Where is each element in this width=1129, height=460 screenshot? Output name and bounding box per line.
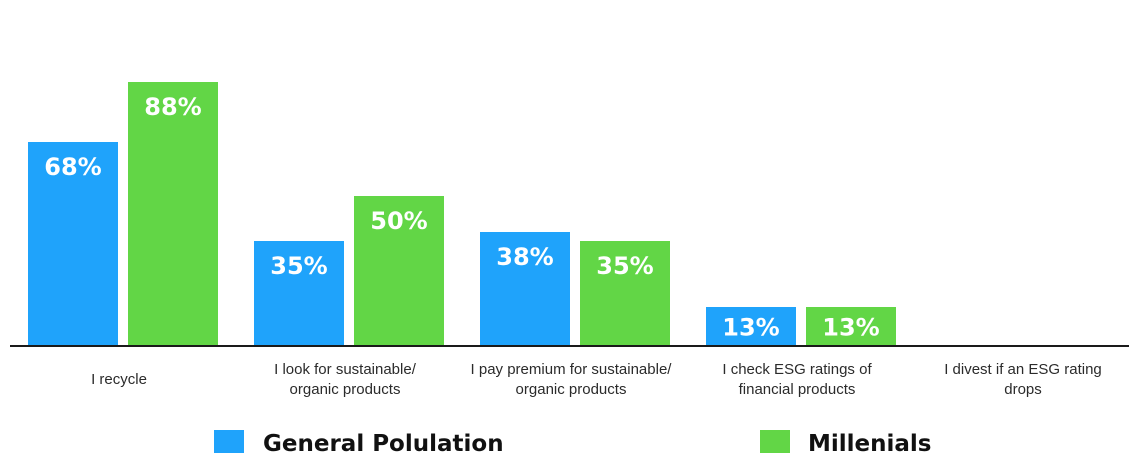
bar-millenials-0 bbox=[128, 82, 218, 346]
bar-value-label: 35% bbox=[596, 252, 653, 280]
category-label: I pay premium for sustainable/ bbox=[471, 361, 673, 378]
category-label: I recycle bbox=[91, 371, 147, 388]
bar-general-population-1 bbox=[254, 241, 344, 346]
category-label: drops bbox=[1004, 381, 1042, 398]
bar-general-population-0 bbox=[28, 142, 118, 346]
legend-label-millenials: Millenials bbox=[808, 431, 932, 457]
bar-value-label: 35% bbox=[270, 252, 327, 280]
category-label: organic products bbox=[290, 381, 401, 398]
bar-labels-group: 68% 35% 38% 13% 88% 50% 35% 13% bbox=[44, 93, 879, 342]
legend-label-general-population: General Polulation bbox=[263, 431, 504, 457]
bar-value-label: 13% bbox=[722, 314, 779, 342]
bars-group bbox=[28, 82, 896, 346]
bar-general-population-2 bbox=[480, 232, 570, 346]
legend-swatch-general-population bbox=[214, 430, 244, 453]
category-label: I divest if an ESG rating bbox=[944, 361, 1102, 378]
bar-value-label: 88% bbox=[144, 93, 201, 121]
bar-value-label: 50% bbox=[370, 207, 427, 235]
category-label: I look for sustainable/ bbox=[274, 361, 417, 378]
bar-value-label: 68% bbox=[44, 153, 101, 181]
bar-value-label: 38% bbox=[496, 243, 553, 271]
legend: General Polulation Millenials bbox=[214, 430, 932, 457]
category-label: financial products bbox=[739, 381, 856, 398]
bar-value-label: 13% bbox=[822, 314, 879, 342]
bar-millenials-1 bbox=[354, 196, 444, 346]
category-label: I check ESG ratings of bbox=[722, 361, 872, 378]
bar-millenials-2 bbox=[580, 241, 670, 346]
legend-swatch-millenials bbox=[760, 430, 790, 453]
bar-millenials-3 bbox=[806, 307, 896, 346]
bar-general-population-3 bbox=[706, 307, 796, 346]
category-label: organic products bbox=[516, 381, 627, 398]
category-labels-group: I recycle I look for sustainable/organic … bbox=[91, 361, 1102, 398]
